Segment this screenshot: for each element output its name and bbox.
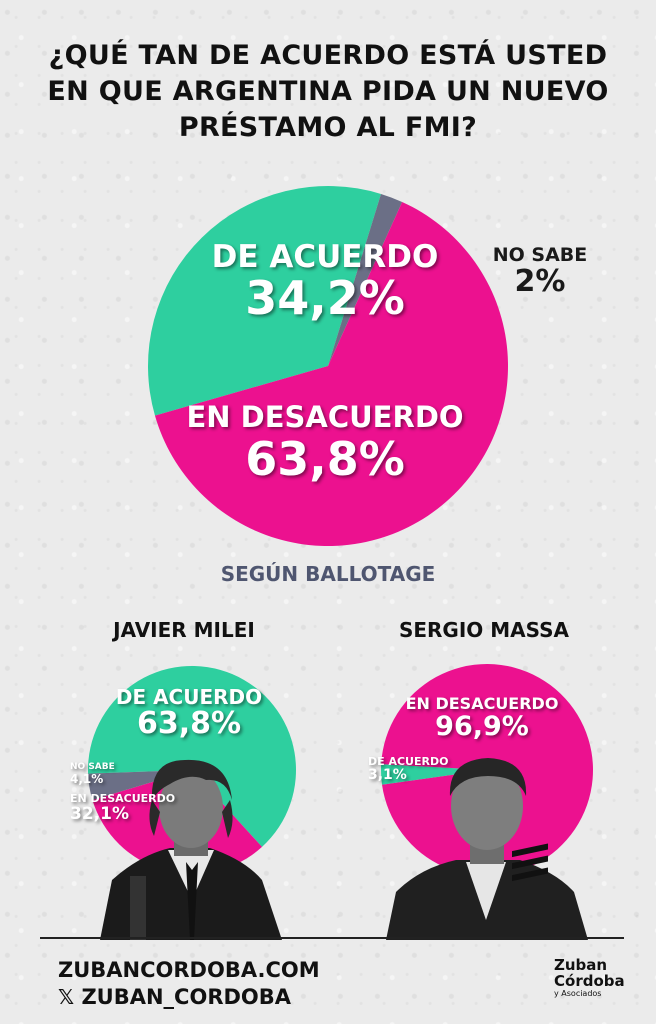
x-icon: 𝕏 [58, 985, 75, 1009]
footer-website: ZUBANCORDOBA.COM [58, 958, 320, 982]
milei-title: JAVIER MILEI [113, 618, 255, 642]
main-disagree-value: 63,8% [245, 432, 405, 486]
main-slice-en-desacuerdo [154, 201, 508, 547]
milei-slice-de-acuerdo [88, 666, 296, 847]
main-agree-value: 34,2% [245, 271, 405, 325]
footer-social: 𝕏 ZUBAN_CORDOBA [58, 985, 291, 1009]
section-subtitle: SEGÚN BALLOTAGE [220, 562, 436, 586]
logo-line3: y Asociados [554, 989, 602, 998]
massa-disagree-label: EN DESACUERDO [405, 694, 559, 713]
main-slice-de-acuerdo [148, 186, 381, 416]
milei-agree-label: DE ACUERDO [115, 685, 263, 709]
milei-disagree-label: EN DESACUERDO [70, 792, 176, 805]
main-pie-chart [148, 186, 508, 547]
main-slice-no-sabe [328, 193, 403, 366]
logo-line2: Córdoba [554, 972, 625, 990]
milei-disagree-value: 32,1% [70, 804, 129, 824]
logo-mark [512, 843, 548, 882]
logo-text: Zuban Córdoba y Asociados [554, 957, 625, 999]
main-disagree-label: EN DESACUERDO [186, 400, 464, 434]
milei-unsure-label: NO SABE [70, 762, 115, 772]
main-unsure-value: 2% [514, 264, 566, 299]
milei-portrait [100, 759, 282, 940]
massa-disagree-value: 96,9% [435, 711, 529, 742]
massa-agree-value: 3,1% [368, 767, 407, 783]
massa-agree-label: DE ACUERDO [368, 755, 449, 768]
main-unsure-label: NO SABE [492, 244, 588, 266]
massa-title: SERGIO MASSA [398, 618, 570, 642]
page-title: ¿QUÉ TAN DE ACUERDO ESTÁ USTED EN QUE AR… [47, 40, 609, 143]
milei-agree-value: 63,8% [136, 706, 242, 741]
massa-portrait [386, 758, 588, 940]
milei-unsure-value: 4,1% [70, 772, 104, 786]
footer-divider [40, 937, 624, 939]
footer-social-handle: ZUBAN_CORDOBA [81, 985, 292, 1009]
main-agree-label: DE ACUERDO [211, 239, 439, 275]
logo-line1: Zuban [554, 956, 608, 974]
